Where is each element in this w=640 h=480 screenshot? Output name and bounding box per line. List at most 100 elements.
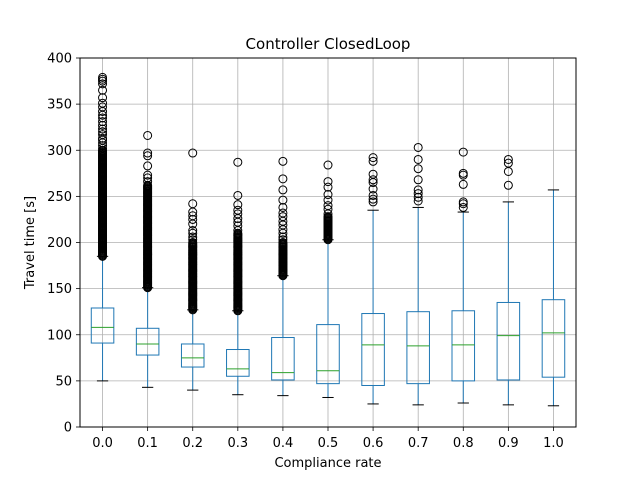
outlier-point (188, 214, 198, 224)
x-axis-label: Compliance rate (274, 456, 381, 471)
outlier-point (323, 212, 333, 222)
y-tick-label: 200 (47, 236, 72, 251)
outlier-point (143, 151, 153, 161)
outlier-point (323, 195, 333, 205)
box-0.5 (316, 160, 340, 398)
y-tick-label: 400 (47, 52, 72, 67)
outlier-point (323, 182, 333, 192)
outlier-point (323, 160, 333, 170)
y-tick-label: 300 (47, 144, 72, 159)
outlier-point (278, 195, 288, 205)
outlier-point (188, 148, 198, 158)
outlier-point (278, 235, 288, 245)
outlier-point (233, 209, 243, 219)
box-body (361, 313, 385, 386)
outlier-point (98, 124, 108, 134)
box-0.8 (451, 147, 476, 404)
outlier-point (278, 174, 288, 184)
box-body (271, 337, 295, 381)
outlier-point (323, 177, 333, 187)
x-tick-label: 0.9 (498, 436, 519, 451)
outlier-point (143, 161, 153, 171)
box-body (180, 343, 205, 368)
box-0.9 (496, 154, 521, 406)
outlier-point (143, 148, 153, 158)
y-tick-label: 50 (55, 374, 72, 389)
outlier-point (413, 164, 423, 174)
y-axis-label: Travel time [s] (23, 196, 38, 290)
y-tick-label: 350 (47, 98, 72, 113)
x-tick-label: 0.5 (318, 436, 339, 451)
y-tick-label: 0 (64, 421, 72, 436)
outlier-point (233, 205, 243, 215)
outlier-point (368, 169, 378, 179)
outlier-point (278, 212, 288, 222)
outlier-point (458, 147, 468, 157)
y-tick-label: 100 (47, 328, 72, 343)
box-body (406, 311, 430, 385)
outlier-point (458, 197, 468, 207)
x-tick-label: 0.0 (92, 436, 113, 451)
outlier-point (503, 158, 513, 168)
outlier-point (323, 201, 333, 211)
box-0.3 (226, 157, 250, 396)
box-1.0 (541, 189, 566, 407)
outlier-point (413, 175, 423, 185)
outlier-point (458, 168, 468, 178)
box-0.0 (90, 72, 115, 382)
outlier-point (368, 156, 378, 166)
outlier-point (143, 170, 153, 180)
box-0.2 (180, 148, 205, 391)
outlier-point (98, 85, 108, 95)
outlier-point (413, 189, 423, 199)
outlier-point (503, 154, 513, 164)
outlier-point (98, 130, 108, 140)
outlier-point (143, 180, 153, 190)
chart-title: Controller ClosedLoop (246, 35, 411, 53)
outlier-point (368, 184, 378, 194)
outlier-point (98, 120, 108, 130)
box-0.1 (135, 130, 160, 388)
outlier-point (233, 221, 243, 231)
outlier-point (98, 133, 108, 143)
outlier-point (98, 72, 108, 82)
outlier-point (233, 157, 243, 167)
box-body (451, 310, 476, 382)
outlier-point (413, 192, 423, 202)
box-body (90, 307, 115, 344)
outlier-point (188, 235, 198, 245)
outlier-point (98, 102, 108, 112)
box-body (316, 324, 340, 385)
outlier-point (233, 200, 243, 210)
outlier-point (188, 232, 198, 242)
outlier-point (98, 79, 108, 89)
outlier-point (233, 228, 243, 238)
outlier-point (188, 226, 198, 236)
outlier-point (368, 153, 378, 163)
outlier-point (98, 93, 108, 103)
outlier-point (188, 199, 198, 209)
outlier-point (188, 211, 198, 221)
x-tick-label: 0.7 (408, 436, 429, 451)
outlier-point (368, 190, 378, 200)
outlier-point (233, 190, 243, 200)
outlier-point (98, 113, 108, 123)
outlier-point (323, 204, 333, 214)
box-body (496, 301, 521, 381)
outlier-point (143, 173, 153, 183)
box-0.6 (361, 153, 385, 405)
x-tick-label: 0.2 (182, 436, 203, 451)
x-tick-label: 0.1 (137, 436, 158, 451)
outlier-point (368, 175, 378, 185)
outlier-point (413, 142, 423, 152)
outlier-point (413, 154, 423, 164)
outlier-point (458, 179, 468, 189)
box-body (226, 349, 250, 377)
y-tick-label: 150 (47, 282, 72, 297)
x-tick-label: 0.6 (363, 436, 384, 451)
outlier-point (368, 194, 378, 204)
y-tick-label: 250 (47, 190, 72, 205)
x-tick-label: 1.0 (543, 436, 564, 451)
outlier-point (278, 238, 288, 247)
